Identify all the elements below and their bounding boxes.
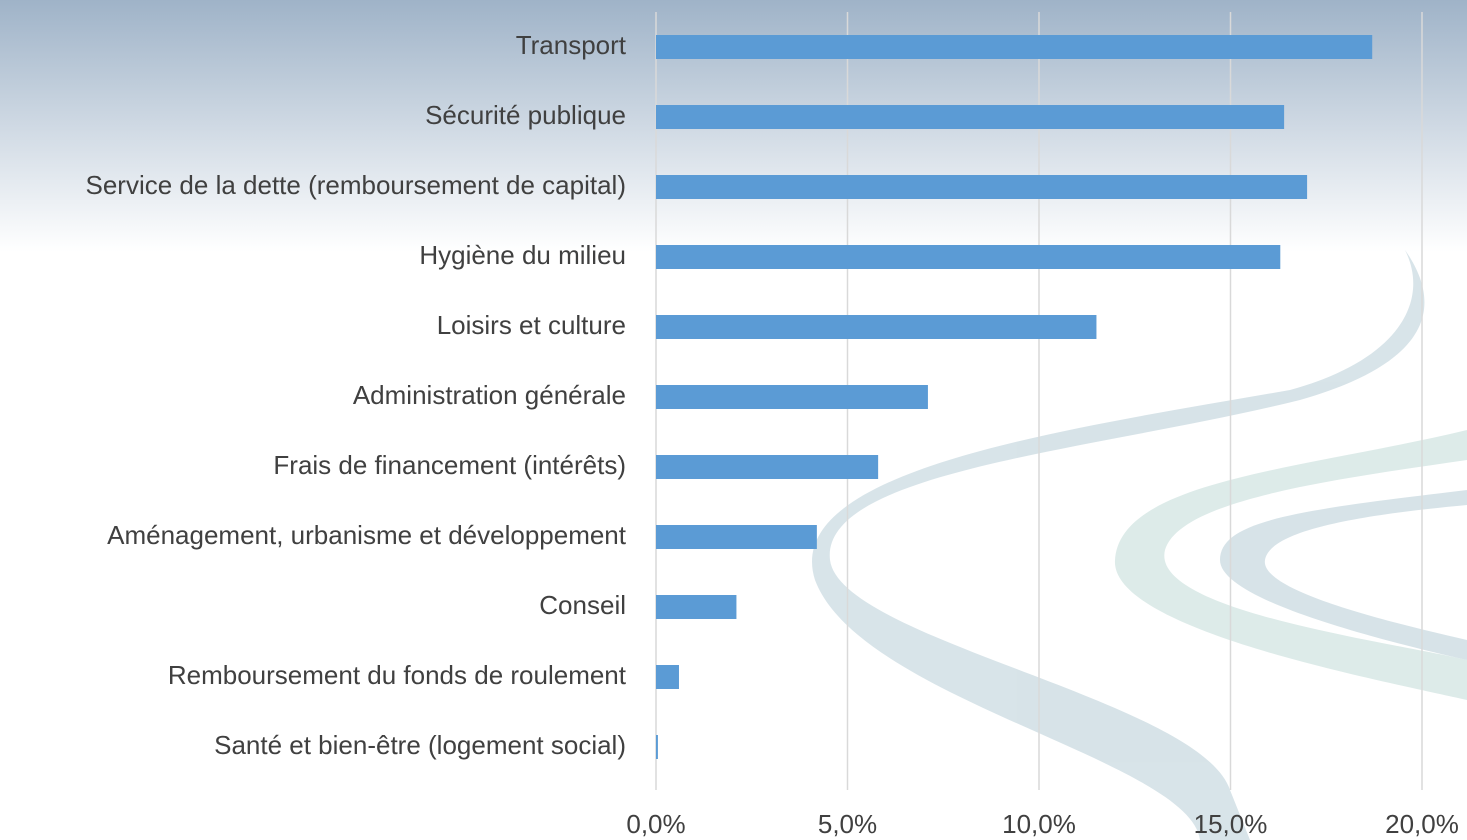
bar [656, 105, 1284, 129]
y-tick-label: Loisirs et culture [437, 310, 626, 340]
y-tick-label: Remboursement du fonds de roulement [168, 660, 627, 690]
y-tick-label: Aménagement, urbanisme et développement [107, 520, 627, 550]
bar [656, 525, 817, 549]
bar [656, 595, 736, 619]
y-tick-label: Santé et bien-être (logement social) [214, 730, 626, 760]
y-tick-label: Administration générale [353, 380, 626, 410]
bar [656, 455, 878, 479]
bar [656, 175, 1307, 199]
y-tick-label: Frais de financement (intérêts) [273, 450, 626, 480]
chart: 0,0% 5,0% 10,0% 15,0% 20,0% Transport Sécurité… [0, 0, 1467, 840]
bar [656, 315, 1096, 339]
x-tick-label: 5,0% [818, 809, 877, 839]
bar [656, 735, 658, 759]
x-tick-label: 15,0% [1194, 809, 1268, 839]
x-tick-label: 0,0% [626, 809, 685, 839]
y-tick-label: Transport [516, 30, 627, 60]
y-tick-label: Service de la dette (remboursement de ca… [86, 170, 627, 200]
x-tick-label: 20,0% [1385, 809, 1459, 839]
y-tick-label: Conseil [539, 590, 626, 620]
bar [656, 245, 1280, 269]
bar [656, 385, 928, 409]
bar [656, 665, 679, 689]
y-tick-label: Sécurité publique [425, 100, 626, 130]
y-tick-label: Hygiène du milieu [419, 240, 626, 270]
bar [656, 35, 1372, 59]
x-tick-label: 10,0% [1002, 809, 1076, 839]
